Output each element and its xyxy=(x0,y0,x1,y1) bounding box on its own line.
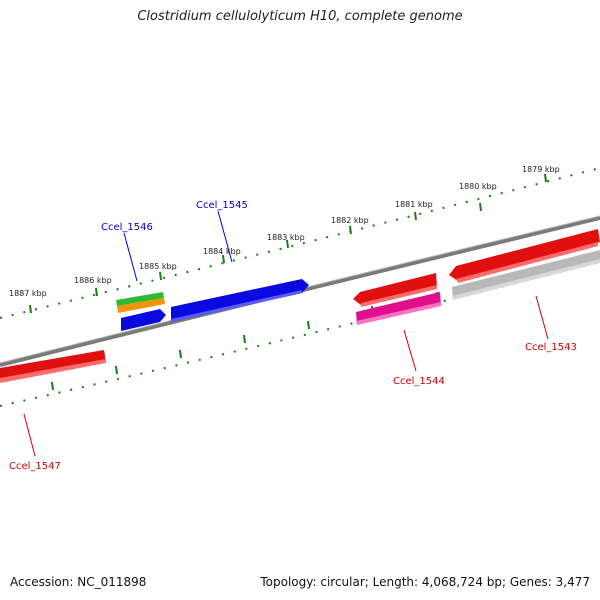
gene-label-ccel-1546[interactable]: Ccel_1546 xyxy=(101,222,153,233)
topology-text: Topology: circular; Length: 4,068,724 bp… xyxy=(260,575,590,589)
map-title: Clostridium cellulolyticum H10, complete… xyxy=(137,9,463,24)
leader-line xyxy=(217,210,233,263)
gene-ccel-1546[interactable] xyxy=(116,292,166,331)
kbp-label: 1884 kbp xyxy=(203,247,241,256)
leader-line xyxy=(403,329,417,372)
upper-tick-ruler xyxy=(0,167,600,319)
gene-label-ccel-1543[interactable]: Ccel_1543 xyxy=(525,342,577,353)
gene-ccel-1544-lower[interactable] xyxy=(356,292,441,325)
gene-label-ccel-1547[interactable]: Ccel_1547 xyxy=(9,461,61,472)
leader-line xyxy=(535,295,549,340)
kbp-label: 1882 kbp xyxy=(331,216,369,225)
kbp-label: 1887 kbp xyxy=(9,289,47,298)
gene-ccel-1543[interactable] xyxy=(449,229,600,283)
kbp-label: 1886 kbp xyxy=(74,276,112,285)
kbp-label: 1885 kbp xyxy=(139,262,177,271)
gene-label-ccel-1544[interactable]: Ccel_1544 xyxy=(393,376,445,387)
gene-ccel-1547[interactable] xyxy=(0,350,106,383)
gene-ccel-1544-upper[interactable] xyxy=(353,273,437,307)
gene-ccel-1545[interactable] xyxy=(171,279,309,322)
accession-text: Accession: NC_011898 xyxy=(10,575,147,589)
kbp-label: 1883 kbp xyxy=(267,233,305,242)
leader-line xyxy=(123,232,138,282)
gene-grey[interactable] xyxy=(452,250,600,300)
leader-line xyxy=(23,413,36,457)
kbp-label: 1879 kbp xyxy=(522,165,560,174)
kbp-label: 1880 kbp xyxy=(459,182,497,191)
kbp-label: 1881 kbp xyxy=(395,200,433,209)
gene-label-ccel-1545[interactable]: Ccel_1545 xyxy=(196,200,248,211)
